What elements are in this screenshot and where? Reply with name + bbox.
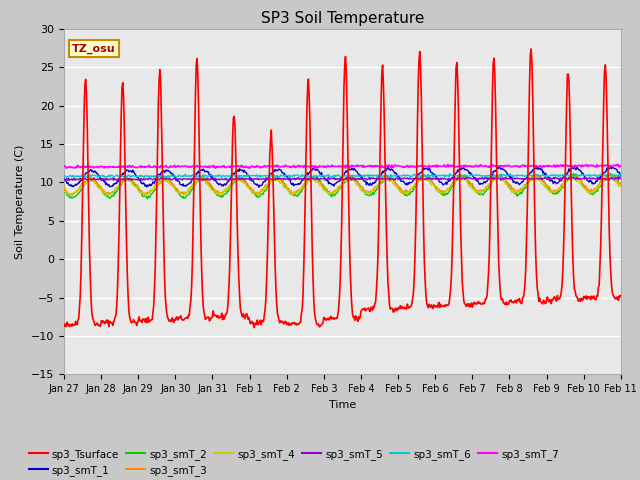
sp3_smT_2 xyxy=(566,174,574,180)
sp3_Tsurface xyxy=(250,324,258,330)
Line: sp3_smT_7: sp3_smT_7 xyxy=(64,164,621,168)
Title: SP3 Soil Temperature: SP3 Soil Temperature xyxy=(260,11,424,26)
sp3_smT_2 xyxy=(143,196,151,202)
sp3_smT_2 xyxy=(607,170,614,176)
sp3_smT_4 xyxy=(207,186,215,192)
sp3_smT_5 xyxy=(444,177,451,183)
sp3_smT_3 xyxy=(67,192,74,198)
Line: sp3_smT_6: sp3_smT_6 xyxy=(64,174,621,178)
sp3_smT_1 xyxy=(182,183,190,189)
sp3_smT_6 xyxy=(617,171,625,177)
sp3_Tsurface xyxy=(568,191,575,196)
sp3_smT_5 xyxy=(335,176,342,182)
sp3_smT_6 xyxy=(60,173,68,179)
sp3_smT_2 xyxy=(60,187,68,192)
sp3_smT_5 xyxy=(566,176,574,181)
sp3_smT_1 xyxy=(255,184,263,190)
sp3_Tsurface xyxy=(182,315,190,321)
sp3_smT_1 xyxy=(444,180,451,185)
sp3_smT_1 xyxy=(617,173,625,179)
sp3_smT_3 xyxy=(183,190,191,195)
sp3_smT_4 xyxy=(68,193,76,199)
sp3_smT_6 xyxy=(446,171,454,177)
sp3_Tsurface xyxy=(60,323,68,329)
sp3_smT_1 xyxy=(60,176,68,181)
sp3_smT_2 xyxy=(335,188,342,193)
Line: sp3_smT_5: sp3_smT_5 xyxy=(64,176,621,181)
sp3_smT_7 xyxy=(614,161,621,167)
sp3_smT_2 xyxy=(444,192,451,197)
sp3_smT_2 xyxy=(207,183,215,189)
sp3_smT_1 xyxy=(534,164,541,169)
sp3_smT_5 xyxy=(121,178,129,184)
Line: sp3_smT_1: sp3_smT_1 xyxy=(64,167,621,187)
sp3_smT_4 xyxy=(389,180,397,186)
sp3_smT_4 xyxy=(617,183,625,189)
Y-axis label: Soil Temperature (C): Soil Temperature (C) xyxy=(15,144,26,259)
sp3_smT_4 xyxy=(568,177,575,183)
Line: sp3_smT_4: sp3_smT_4 xyxy=(64,176,621,196)
sp3_smT_7 xyxy=(206,164,214,170)
sp3_smT_6 xyxy=(183,174,191,180)
sp3_smT_6 xyxy=(389,173,397,179)
Line: sp3_smT_2: sp3_smT_2 xyxy=(64,173,621,199)
sp3_smT_5 xyxy=(389,176,397,182)
sp3_Tsurface xyxy=(206,317,214,323)
Legend: sp3_Tsurface, sp3_smT_1, sp3_smT_2, sp3_smT_3, sp3_smT_4, sp3_smT_5, sp3_smT_6, : sp3_Tsurface, sp3_smT_1, sp3_smT_2, sp3_… xyxy=(25,444,563,480)
sp3_smT_7 xyxy=(310,166,318,171)
sp3_smT_7 xyxy=(617,163,625,168)
sp3_smT_7 xyxy=(566,162,574,168)
sp3_Tsurface xyxy=(335,307,342,312)
sp3_smT_6 xyxy=(568,172,575,178)
sp3_Tsurface xyxy=(444,302,451,308)
Line: sp3_smT_3: sp3_smT_3 xyxy=(64,174,621,195)
sp3_smT_5 xyxy=(207,176,215,181)
sp3_smT_5 xyxy=(183,176,191,182)
sp3_smT_4 xyxy=(532,173,540,179)
sp3_smT_2 xyxy=(389,176,397,181)
sp3_Tsurface xyxy=(617,292,625,298)
sp3_Tsurface xyxy=(389,306,397,312)
sp3_smT_7 xyxy=(335,163,342,169)
sp3_smT_2 xyxy=(183,193,191,199)
sp3_Tsurface xyxy=(527,46,535,52)
sp3_smT_4 xyxy=(335,186,342,192)
sp3_smT_6 xyxy=(444,173,451,179)
sp3_smT_6 xyxy=(335,172,342,178)
sp3_smT_3 xyxy=(335,184,342,190)
sp3_smT_4 xyxy=(444,187,451,192)
sp3_smT_1 xyxy=(206,172,214,178)
sp3_smT_6 xyxy=(207,172,215,178)
sp3_smT_3 xyxy=(444,185,451,191)
sp3_smT_4 xyxy=(60,189,68,194)
sp3_smT_1 xyxy=(335,179,342,184)
sp3_smT_7 xyxy=(60,164,68,169)
sp3_smT_2 xyxy=(617,182,625,188)
sp3_smT_7 xyxy=(182,164,190,169)
sp3_smT_5 xyxy=(60,177,68,182)
sp3_smT_1 xyxy=(389,167,397,173)
sp3_smT_3 xyxy=(617,182,625,188)
sp3_smT_7 xyxy=(444,162,451,168)
sp3_smT_5 xyxy=(614,173,621,179)
sp3_smT_5 xyxy=(617,175,625,181)
sp3_smT_1 xyxy=(568,166,575,171)
X-axis label: Time: Time xyxy=(329,400,356,409)
sp3_smT_4 xyxy=(183,190,191,195)
sp3_smT_6 xyxy=(123,175,131,181)
Line: sp3_Tsurface: sp3_Tsurface xyxy=(64,49,621,327)
sp3_smT_3 xyxy=(60,184,68,190)
sp3_smT_3 xyxy=(566,171,574,177)
sp3_smT_7 xyxy=(389,164,397,170)
Text: TZ_osu: TZ_osu xyxy=(72,43,116,54)
sp3_smT_3 xyxy=(207,182,215,188)
sp3_smT_3 xyxy=(568,172,575,178)
sp3_smT_3 xyxy=(389,177,397,182)
